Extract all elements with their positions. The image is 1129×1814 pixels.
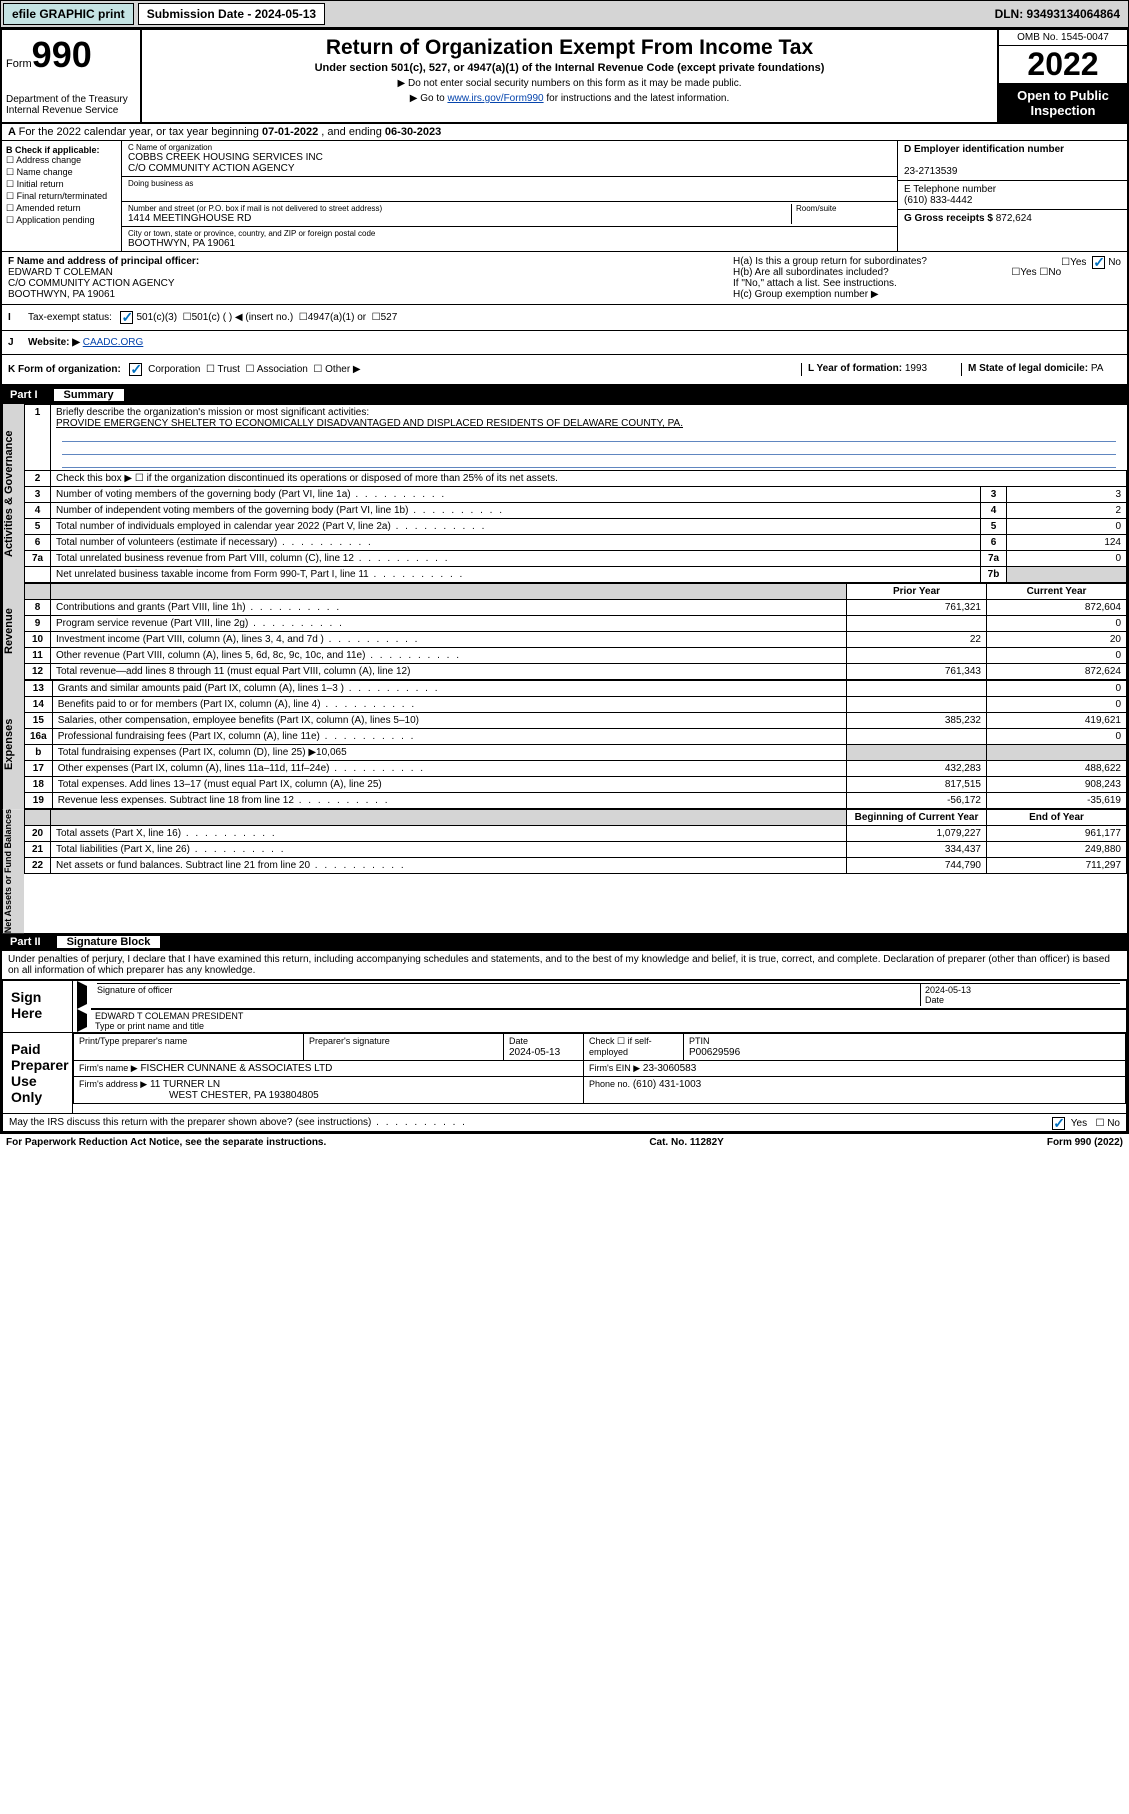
row-i: I Tax-exempt status: 501(c)(3) ☐ 501(c) … — [2, 305, 1127, 331]
col-b: B Check if applicable: ☐ Address change … — [2, 141, 122, 251]
discuss-row: May the IRS discuss this return with the… — [3, 1114, 1126, 1131]
paid-preparer-label: Paid Preparer Use Only — [3, 1033, 73, 1113]
declaration: Under penalties of perjury, I declare th… — [2, 951, 1127, 979]
open-inspection: Open to Public Inspection — [999, 84, 1127, 122]
form-main: Form990 Department of the Treasury Inter… — [0, 28, 1129, 1134]
side-expenses: Expenses — [2, 680, 24, 809]
form-header: Form990 Department of the Treasury Inter… — [2, 30, 1127, 124]
omb-number: OMB No. 1545-0047 — [999, 30, 1127, 46]
side-revenue: Revenue — [2, 583, 24, 680]
row-k: K Form of organization: Corporation ☐ Tr… — [2, 355, 1127, 386]
website-link[interactable]: CAADC.ORG — [83, 337, 144, 348]
side-netassets: Net Assets or Fund Balances — [2, 809, 24, 933]
privacy-note: ▶ Do not enter social security numbers o… — [148, 78, 991, 89]
governance-section: Activities & Governance 1 Briefly descri… — [2, 404, 1127, 583]
expenses-section: Expenses 13Grants and similar amounts pa… — [2, 680, 1127, 809]
dept-label: Department of the Treasury Internal Reve… — [6, 94, 136, 116]
row-j: J Website: ▶ CAADC.ORG — [2, 331, 1127, 355]
tax-year: 2022 — [999, 46, 1127, 84]
goto-note: ▶ Go to www.irs.gov/Form990 for instruct… — [148, 93, 991, 104]
topbar: efile GRAPHIC print Submission Date - 20… — [0, 0, 1129, 28]
irs-link[interactable]: www.irs.gov/Form990 — [447, 93, 543, 104]
arrow-icon — [77, 981, 87, 1009]
col-c: C Name of organizationCOBBS CREEK HOUSIN… — [122, 141, 897, 251]
form-label: Form — [6, 58, 32, 70]
submission-date: Submission Date - 2024-05-13 — [138, 3, 325, 25]
footer: For Paperwork Reduction Act Notice, see … — [0, 1134, 1129, 1151]
efile-button[interactable]: efile GRAPHIC print — [3, 3, 134, 25]
dln: DLN: 93493134064864 — [995, 7, 1126, 21]
col-d: D Employer identification number23-27135… — [897, 141, 1127, 251]
row-a: A For the 2022 calendar year, or tax yea… — [2, 124, 1127, 141]
signature-block: Sign Here Signature of officer2024-05-13… — [2, 979, 1127, 1132]
part1-header: Part ISummary — [2, 386, 1127, 404]
side-governance: Activities & Governance — [2, 404, 24, 583]
netassets-section: Net Assets or Fund Balances Beginning of… — [2, 809, 1127, 933]
section-bcde: B Check if applicable: ☐ Address change … — [2, 141, 1127, 252]
revenue-section: Revenue Prior YearCurrent Year 8Contribu… — [2, 583, 1127, 680]
form-number: 990 — [32, 34, 92, 75]
part2-header: Part IISignature Block — [2, 933, 1127, 951]
sign-here-label: Sign Here — [3, 981, 73, 1032]
arrow-icon — [77, 1009, 87, 1032]
form-subtitle: Under section 501(c), 527, or 4947(a)(1)… — [148, 62, 991, 74]
section-fh: F Name and address of principal officer:… — [2, 252, 1127, 305]
form-title: Return of Organization Exempt From Incom… — [148, 36, 991, 60]
